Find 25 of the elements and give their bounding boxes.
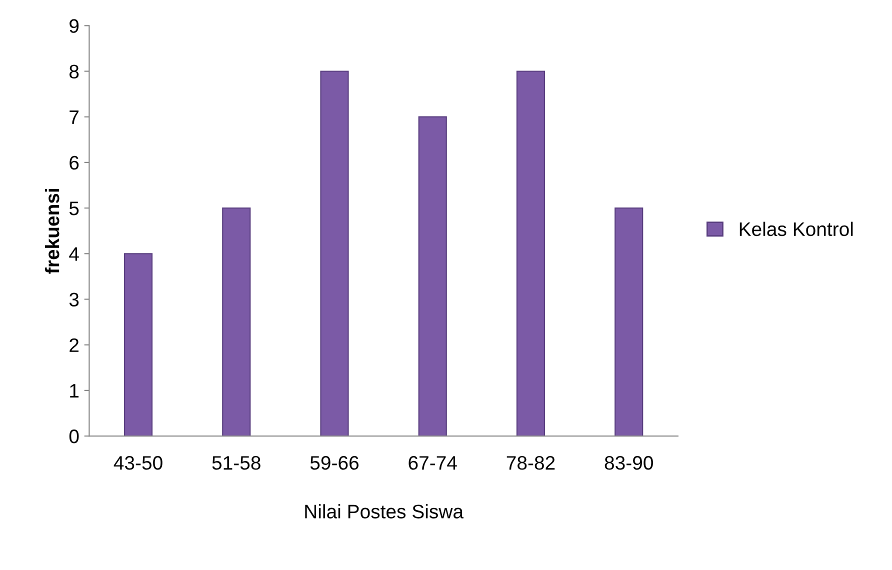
y-tick-label: 2 xyxy=(70,338,79,352)
y-tick-label: 8 xyxy=(70,64,79,78)
x-tick-label: 51-58 xyxy=(212,456,260,470)
x-tick-label: 78-82 xyxy=(506,456,555,470)
bar xyxy=(614,207,644,436)
x-axis-title: Nilai Postes Siswa xyxy=(305,504,464,518)
x-tick-label: 83-90 xyxy=(604,456,653,470)
y-tick-label: 0 xyxy=(69,430,79,444)
y-tick-label: 3 xyxy=(69,292,79,306)
y-tick-label: 6 xyxy=(70,156,79,170)
bar xyxy=(320,70,349,436)
bar xyxy=(418,116,447,436)
y-tick-label: 9 xyxy=(70,19,79,33)
y-tick-label: 1 xyxy=(70,384,79,398)
x-tick-label: 43-50 xyxy=(114,456,162,470)
bar xyxy=(124,253,153,436)
y-tick-label: 4 xyxy=(69,247,79,261)
y-tick-label: 5 xyxy=(69,202,79,216)
bar xyxy=(222,207,251,436)
y-tick-label: 7 xyxy=(70,110,79,124)
x-tick-label: 59-66 xyxy=(310,456,359,470)
x-tick-label: 67-74 xyxy=(408,456,457,470)
legend-label: Kelas Kontrol xyxy=(740,222,853,236)
y-axis-title: frekuensi xyxy=(44,188,60,274)
bar xyxy=(516,70,546,436)
